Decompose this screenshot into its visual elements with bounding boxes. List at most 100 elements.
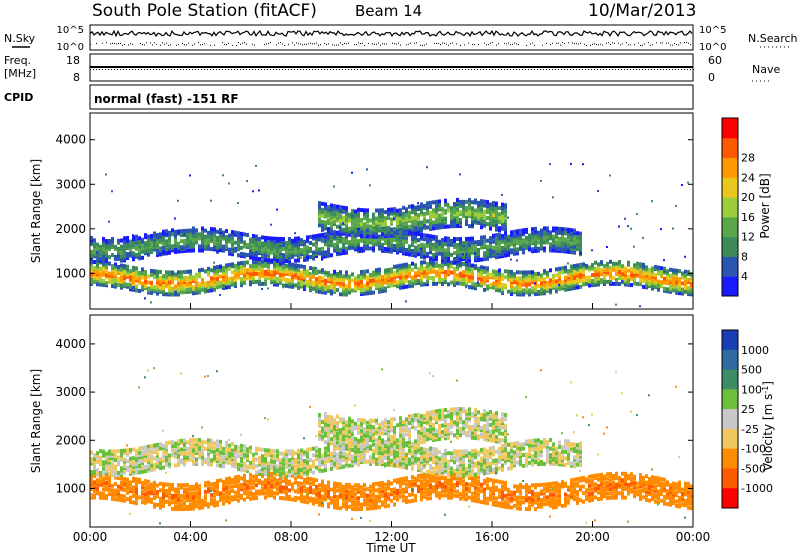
heatmap-cell bbox=[93, 238, 96, 243]
heatmap-cell bbox=[225, 279, 228, 284]
heatmap-cell bbox=[381, 277, 384, 282]
heatmap-cell bbox=[105, 239, 108, 244]
heatmap-cell bbox=[195, 450, 198, 455]
heatmap-cell bbox=[315, 289, 318, 294]
heatmap-cell bbox=[306, 273, 309, 278]
heatmap-cell bbox=[405, 268, 408, 273]
heatmap-cell bbox=[495, 237, 498, 242]
heatmap-cell bbox=[105, 243, 108, 248]
heatmap-cell bbox=[552, 240, 555, 245]
heatmap-cell bbox=[231, 463, 234, 468]
heatmap-cell bbox=[360, 222, 363, 227]
heatmap-cell bbox=[507, 273, 510, 278]
heatmap-cell bbox=[510, 240, 513, 245]
heatmap-cell bbox=[279, 279, 282, 284]
heatmap-cell bbox=[186, 240, 189, 245]
heatmap-cell bbox=[339, 227, 342, 232]
heatmap-cell bbox=[168, 248, 171, 253]
heatmap-cell bbox=[213, 458, 216, 463]
heatmap-noise bbox=[579, 254, 581, 257]
heatmap-cell bbox=[264, 277, 267, 282]
heatmap-cell bbox=[183, 451, 186, 456]
heatmap-cell bbox=[180, 274, 183, 279]
heatmap-cell bbox=[576, 237, 579, 242]
heatmap-cell bbox=[123, 459, 126, 464]
heatmap-cell bbox=[273, 495, 276, 500]
heatmap-cell bbox=[273, 266, 276, 271]
search-dot bbox=[336, 44, 337, 46]
heatmap-cell bbox=[366, 220, 369, 225]
heatmap-cell bbox=[408, 252, 411, 257]
heatmap-cell bbox=[276, 254, 279, 259]
heatmap-cell bbox=[276, 276, 279, 281]
heatmap-noise bbox=[558, 283, 560, 286]
heatmap-cell bbox=[237, 462, 240, 467]
heatmap-cell bbox=[171, 288, 174, 293]
heatmap-cell bbox=[114, 449, 117, 454]
heatmap-cell bbox=[369, 218, 372, 223]
heatmap-cell bbox=[393, 215, 396, 220]
heatmap-noise bbox=[363, 250, 365, 253]
nave-dot bbox=[393, 69, 394, 70]
heatmap-cell bbox=[618, 269, 621, 274]
heatmap-noise bbox=[213, 261, 215, 264]
heatmap-cell bbox=[135, 501, 138, 506]
heatmap-cell bbox=[546, 228, 549, 233]
heatmap-cell bbox=[111, 237, 114, 242]
heatmap-cell bbox=[102, 466, 105, 471]
heatmap-cell bbox=[228, 489, 231, 494]
heatmap-cell bbox=[552, 234, 555, 239]
heatmap-cell bbox=[504, 235, 507, 240]
heatmap-cell bbox=[318, 223, 321, 228]
heatmap-cell bbox=[324, 272, 327, 277]
nave-dot bbox=[123, 69, 124, 70]
colorbar-tick-label: 8 bbox=[741, 250, 748, 263]
heatmap-cell bbox=[192, 459, 195, 464]
nave-dot bbox=[135, 69, 136, 70]
search-dot bbox=[328, 43, 329, 45]
heatmap-cell bbox=[222, 236, 225, 241]
heatmap-cell bbox=[579, 264, 582, 269]
heatmap-cell bbox=[624, 278, 627, 283]
heatmap-cell bbox=[582, 278, 585, 283]
heatmap-cell bbox=[420, 270, 423, 275]
heatmap-cell bbox=[105, 265, 108, 270]
heatmap-cell bbox=[153, 480, 156, 485]
heatmap-cell bbox=[264, 452, 267, 457]
heatmap-cell bbox=[192, 491, 195, 496]
heatmap-cell bbox=[111, 264, 114, 269]
heatmap-cell bbox=[183, 445, 186, 450]
heatmap-cell bbox=[228, 452, 231, 457]
heatmap-noise bbox=[315, 267, 317, 270]
heatmap-noise bbox=[597, 190, 599, 193]
heatmap-cell bbox=[135, 272, 138, 277]
heatmap-cell bbox=[618, 276, 621, 281]
heatmap-cell bbox=[330, 227, 333, 232]
heatmap-cell bbox=[129, 269, 132, 274]
search-dot bbox=[628, 44, 629, 46]
heatmap-cell bbox=[543, 277, 546, 282]
heatmap-cell bbox=[270, 453, 273, 458]
heatmap-cell bbox=[678, 283, 681, 288]
heatmap-cell bbox=[270, 246, 273, 251]
heatmap-cell bbox=[489, 240, 492, 245]
heatmap-cell bbox=[450, 212, 453, 217]
heatmap-cell bbox=[471, 214, 474, 219]
heatmap-cell bbox=[495, 288, 498, 293]
nave-dot bbox=[672, 69, 673, 70]
heatmap-cell bbox=[558, 284, 561, 289]
nave-dot bbox=[213, 69, 214, 70]
heatmap-cell bbox=[567, 241, 570, 246]
heatmap-cell bbox=[465, 215, 468, 220]
heatmap-cell bbox=[318, 201, 321, 206]
heatmap-cell bbox=[339, 282, 342, 287]
heatmap-cell bbox=[192, 275, 195, 280]
nave-dot bbox=[177, 69, 178, 70]
search-dot bbox=[578, 43, 579, 45]
heatmap-cell bbox=[225, 456, 228, 461]
heatmap-cell bbox=[249, 490, 252, 495]
heatmap-cell bbox=[372, 220, 375, 225]
nave-dot bbox=[357, 69, 358, 70]
velocity-heatmap bbox=[90, 367, 693, 525]
heatmap-cell bbox=[672, 282, 675, 287]
